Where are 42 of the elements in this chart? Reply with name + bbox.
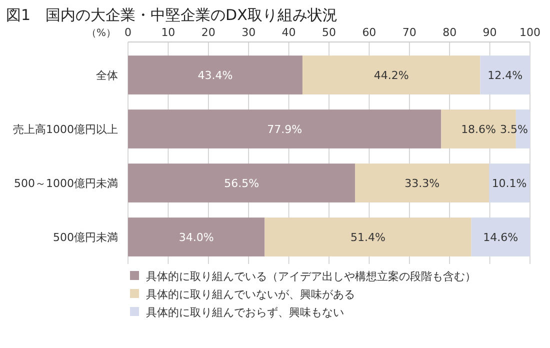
data-label: 56.5% <box>224 176 260 190</box>
y-tick-label: 売上高1000億円以上 <box>13 122 118 136</box>
x-tick-label: 30 <box>242 26 256 39</box>
x-tick-label: 60 <box>362 26 376 39</box>
data-label: 10.1% <box>492 176 527 190</box>
legend-label: 具体的に取り組んでいる（アイデア出しや構想立案の段階も含む） <box>146 270 476 283</box>
bar <box>480 56 530 94</box>
x-axis-title: （%） <box>86 28 116 39</box>
x-tick-label: 20 <box>201 26 216 39</box>
data-label: 34.0% <box>178 230 214 244</box>
data-label: 33.3% <box>404 176 440 190</box>
data-label: 51.4% <box>350 230 386 244</box>
x-tick-label: 70 <box>402 26 416 39</box>
chart-title: 図1 国内の大企業・中堅企業のDX取り組み状況 <box>6 6 338 24</box>
bar <box>471 218 530 256</box>
x-tick-label: 50 <box>322 26 336 39</box>
bar <box>264 218 472 256</box>
x-tick-label: 90 <box>482 26 497 39</box>
x-tick-label: 10 <box>161 26 176 39</box>
data-label: 44.2% <box>374 68 409 82</box>
bar <box>128 164 356 202</box>
legend-label: 具体的に取り組んでおらず、興味もない <box>146 306 344 319</box>
data-label: 18.6% <box>461 122 496 136</box>
y-tick-label: 500億円未満 <box>53 230 118 244</box>
data-label: 43.4% <box>198 68 233 82</box>
data-label: 77.9% <box>267 122 302 136</box>
y-tick-label: 全体 <box>96 68 118 82</box>
legend-label: 具体的に取り組んでいないが、興味がある <box>146 288 355 301</box>
y-tick-label: 500～1000億円未満 <box>14 176 118 190</box>
x-tick-label: 80 <box>442 26 457 39</box>
bar <box>488 164 530 202</box>
data-label: 12.4% <box>488 68 523 82</box>
bar <box>128 218 265 256</box>
data-label: 3.5% <box>500 122 528 136</box>
bar <box>128 110 442 148</box>
bar <box>355 164 489 202</box>
x-tick-label: 0 <box>124 26 132 39</box>
data-label: 14.6% <box>483 230 518 244</box>
bar <box>128 56 302 94</box>
x-tick-label: 40 <box>282 26 296 39</box>
bar <box>302 56 480 94</box>
x-tick-label: 100 <box>520 26 540 39</box>
